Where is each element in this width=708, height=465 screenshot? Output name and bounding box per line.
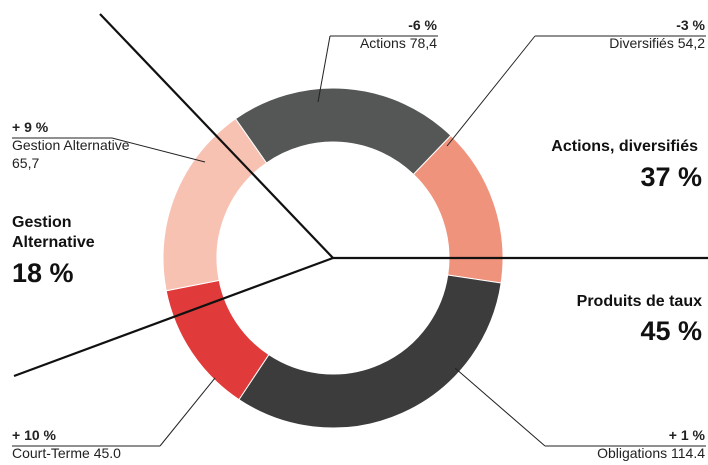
category: Obligations (597, 445, 668, 461)
donut-segment (238, 274, 502, 429)
leader-line (454, 367, 546, 447)
leader-line (446, 35, 536, 147)
category: Court-Terme (12, 445, 90, 461)
change: + 10 % (12, 427, 56, 443)
value-label: 78,4 (409, 35, 437, 51)
category: Actions (359, 35, 406, 51)
separator (99, 13, 334, 259)
category: Diversifiés (609, 35, 674, 51)
leader-line (111, 137, 206, 163)
group-share: 45 % (640, 316, 702, 346)
value-label: 114.4 (671, 445, 705, 461)
segment-label: + 9 % Gestion Alternative 65,7 (12, 118, 130, 172)
segment-label: + 1 % Obligations 114.4 (597, 426, 705, 462)
group-share: 18 % (12, 258, 74, 288)
leader-line (159, 377, 216, 447)
change: -6 % (408, 17, 437, 33)
category: Gestion Alternative (12, 137, 130, 153)
value-label: 54,2 (677, 35, 705, 51)
group-share: 37 % (640, 162, 702, 192)
change: + 9 % (12, 119, 49, 135)
segment-label: -3 % Diversifiés 54,2 (609, 16, 705, 52)
change: + 1 % (668, 427, 705, 443)
leader-line (317, 35, 331, 103)
group-name: Gestion Alternative (12, 214, 95, 251)
segment-label: -6 % Actions 78,4 (360, 16, 437, 52)
change: -3 % (676, 17, 705, 33)
donut-segment (162, 118, 268, 292)
group-name: Actions, diversifiés (551, 138, 698, 155)
value-label: 45.0 (93, 445, 121, 461)
group-name: Produits de taux (576, 293, 702, 310)
value-label: 65,7 (12, 155, 40, 171)
segment-label: + 10 % Court-Terme 45.0 (12, 426, 121, 462)
separator (13, 256, 334, 378)
donut-segment (234, 87, 452, 176)
